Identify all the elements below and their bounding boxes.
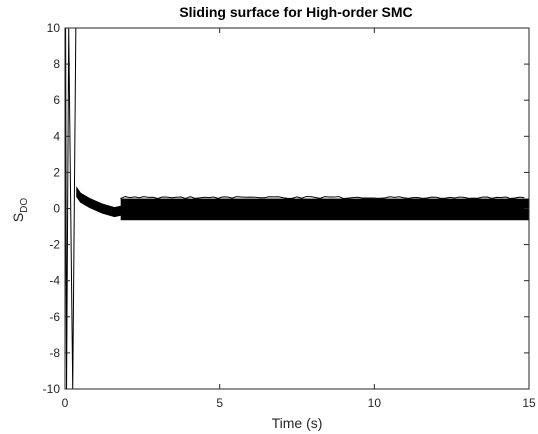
y-tick-label: -2 <box>49 238 60 252</box>
y-tick-label: -8 <box>49 346 60 360</box>
y-axis-label: SDO <box>10 198 30 223</box>
series-transient <box>77 188 127 217</box>
y-tick-label: 8 <box>53 57 60 71</box>
chart-title: Sliding surface for High-order SMC <box>179 4 412 20</box>
y-tick-label: -10 <box>43 382 61 396</box>
y-tick-label: 2 <box>53 165 60 179</box>
y-tick-label: -6 <box>49 310 60 324</box>
series-chatter-top-edge <box>121 197 525 199</box>
x-tick-label: 10 <box>368 396 382 410</box>
series-chatter-band <box>121 199 529 221</box>
y-tick-label: -4 <box>49 274 60 288</box>
x-axis-label: Time (s) <box>272 415 323 431</box>
y-tick-label: 10 <box>47 21 61 35</box>
y-axis-label-subscript: DO <box>19 198 30 213</box>
y-tick-label: 4 <box>53 129 60 143</box>
y-axis-label-main: S <box>10 213 26 222</box>
x-tick-label: 15 <box>522 396 536 410</box>
y-tick-label: 6 <box>53 93 60 107</box>
plot-area <box>65 28 529 389</box>
y-tick-label: 0 <box>53 202 60 216</box>
x-tick-label: 5 <box>216 396 223 410</box>
x-tick-label: 0 <box>62 396 69 410</box>
